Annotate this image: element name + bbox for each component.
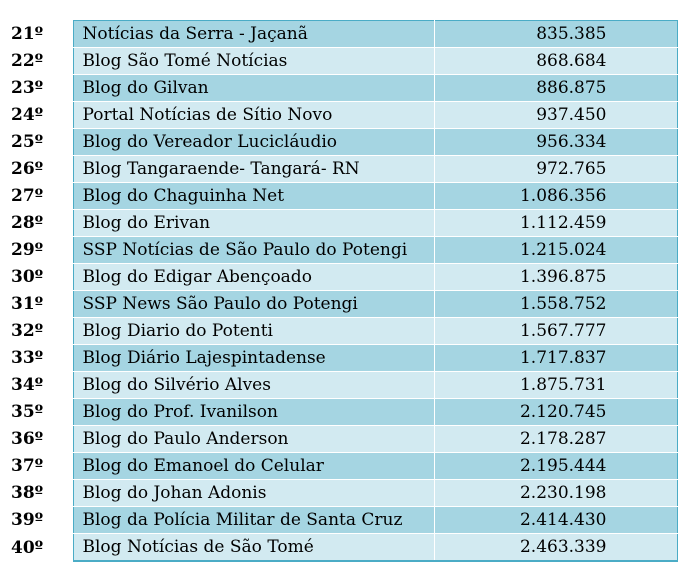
table-row: 26º Blog Tangaraende- Tangará- RN 972.765 (7, 155, 678, 183)
blog-name-cell: Notícias da Serra - Jaçanã (73, 20, 435, 48)
rank-cell: 28º (7, 209, 74, 237)
value-cell: 972.765 (434, 155, 678, 183)
blog-name-cell: Blog Diario do Potenti (73, 317, 435, 345)
ranking-table: 21º Notícias da Serra - Jaçanã 835.385 22º B… (7, 20, 678, 562)
blog-name-cell: Blog do Vereador Lucicláudio (73, 128, 435, 156)
ranking-table-body: 21º Notícias da Serra - Jaçanã 835.385 22º B… (7, 20, 678, 562)
blog-name-cell: Blog do Paulo Anderson (73, 425, 435, 453)
blog-name-cell: Blog do Gilvan (73, 74, 435, 102)
rank-cell: 37º (7, 452, 74, 480)
table-row: 22º Blog São Tomé Notícias 868.684 (7, 47, 678, 75)
value-cell: 1.112.459 (434, 209, 678, 237)
rank-cell: 36º (7, 425, 74, 453)
value-cell: 1.086.356 (434, 182, 678, 210)
blog-name-cell: Blog São Tomé Notícias (73, 47, 435, 75)
table-row: 37º Blog do Emanoel do Celular 2.195.444 (7, 452, 678, 480)
blog-name-cell: Blog do Erivan (73, 209, 435, 237)
table-row: 35º Blog do Prof. Ivanilson 2.120.745 (7, 398, 678, 426)
rank-cell: 26º (7, 155, 74, 183)
blog-name-cell: Blog Tangaraende- Tangará- RN (73, 155, 435, 183)
value-cell: 937.450 (434, 101, 678, 129)
table-row: 34º Blog do Silvério Alves 1.875.731 (7, 371, 678, 399)
rank-cell: 24º (7, 101, 74, 129)
rank-cell: 34º (7, 371, 74, 399)
value-cell: 2.195.444 (434, 452, 678, 480)
blog-name-cell: Blog Diário Lajespintadense (73, 344, 435, 372)
rank-cell: 31º (7, 290, 74, 318)
blog-name-cell: Blog do Johan Adonis (73, 479, 435, 507)
rank-cell: 32º (7, 317, 74, 345)
table-row: 33º Blog Diário Lajespintadense 1.717.837 (7, 344, 678, 372)
table-row: 23º Blog do Gilvan 886.875 (7, 74, 678, 102)
table-row: 24º Portal Notícias de Sítio Novo 937.450 (7, 101, 678, 129)
value-cell: 886.875 (434, 74, 678, 102)
rank-cell: 30º (7, 263, 74, 291)
blog-name-cell: SSP Notícias de São Paulo do Potengi (73, 236, 435, 264)
value-cell: 2.414.430 (434, 506, 678, 534)
value-cell: 2.230.198 (434, 479, 678, 507)
value-cell: 956.334 (434, 128, 678, 156)
table-row: 21º Notícias da Serra - Jaçanã 835.385 (7, 20, 678, 48)
blog-name-cell: Blog da Polícia Militar de Santa Cruz (73, 506, 435, 534)
value-cell: 1.396.875 (434, 263, 678, 291)
rank-cell: 35º (7, 398, 74, 426)
blog-name-cell: Blog do Prof. Ivanilson (73, 398, 435, 426)
table-row: 32º Blog Diario do Potenti 1.567.777 (7, 317, 678, 345)
table-row: 36º Blog do Paulo Anderson 2.178.287 (7, 425, 678, 453)
rank-cell: 33º (7, 344, 74, 372)
value-cell: 2.463.339 (434, 533, 678, 562)
blog-name-cell: Blog do Emanoel do Celular (73, 452, 435, 480)
value-cell: 1.875.731 (434, 371, 678, 399)
blog-name-cell: SSP News São Paulo do Potengi (73, 290, 435, 318)
value-cell: 2.120.745 (434, 398, 678, 426)
blog-name-cell: Blog do Edigar Abençoado (73, 263, 435, 291)
value-cell: 1.558.752 (434, 290, 678, 318)
rank-cell: 25º (7, 128, 74, 156)
table-row: 31º SSP News São Paulo do Potengi 1.558.75… (7, 290, 678, 318)
value-cell: 868.684 (434, 47, 678, 75)
blog-name-cell: Blog do Silvério Alves (73, 371, 435, 399)
rank-cell: 39º (7, 506, 74, 534)
value-cell: 835.385 (434, 20, 678, 48)
rank-cell: 27º (7, 182, 74, 210)
rank-cell: 23º (7, 74, 74, 102)
blog-name-cell: Blog Notícias de São Tomé (73, 533, 435, 562)
rank-cell: 40º (7, 533, 74, 561)
value-cell: 1.567.777 (434, 317, 678, 345)
table-row: 30º Blog do Edigar Abençoado 1.396.875 (7, 263, 678, 291)
rank-cell: 22º (7, 47, 74, 75)
rank-cell: 21º (7, 20, 74, 48)
value-cell: 2.178.287 (434, 425, 678, 453)
table-row: 29º SSP Notícias de São Paulo do Potengi 1… (7, 236, 678, 264)
blog-name-cell: Portal Notícias de Sítio Novo (73, 101, 435, 129)
table-row: 38º Blog do Johan Adonis 2.230.198 (7, 479, 678, 507)
value-cell: 1.717.837 (434, 344, 678, 372)
blog-name-cell: Blog do Chaguinha Net (73, 182, 435, 210)
rank-cell: 38º (7, 479, 74, 507)
table-row: 40º Blog Notícias de São Tomé 2.463.339 (7, 533, 678, 562)
table-row: 25º Blog do Vereador Lucicláudio 956.334 (7, 128, 678, 156)
table-row: 27º Blog do Chaguinha Net 1.086.356 (7, 182, 678, 210)
rank-cell: 29º (7, 236, 74, 264)
table-row: 39º Blog da Polícia Militar de Santa Cruz… (7, 506, 678, 534)
value-cell: 1.215.024 (434, 236, 678, 264)
table-row: 28º Blog do Erivan 1.112.459 (7, 209, 678, 237)
